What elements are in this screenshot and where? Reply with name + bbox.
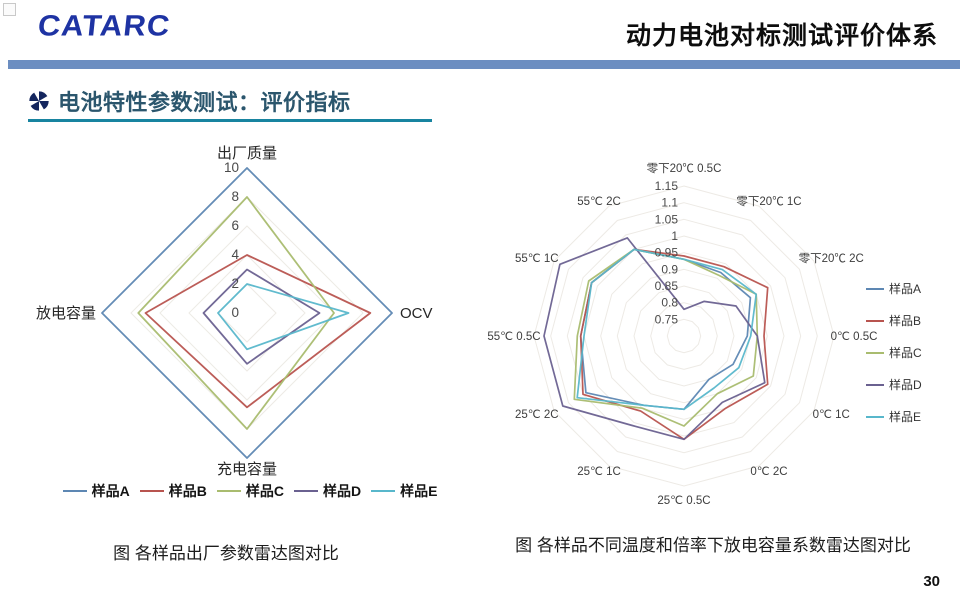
axis-label: 放电容量 [36, 305, 96, 322]
axis-label: 25℃ 2C [515, 409, 559, 421]
axis-label: 0℃ 1C [813, 409, 850, 421]
page-number: 30 [923, 573, 940, 590]
legend-item: 样品E [371, 481, 437, 501]
legend-swatch [216, 490, 241, 492]
series-line-样品C [137, 196, 335, 430]
tick-label: 0.75 [655, 312, 679, 326]
grid-ring [566, 218, 802, 454]
legend-item: 样品D [866, 376, 922, 393]
grid-ring [130, 196, 364, 430]
axis-label: 25℃ 0.5C [657, 495, 710, 507]
legend-swatch [139, 490, 164, 492]
tick-label: 0.8 [661, 296, 678, 310]
legend-swatch [866, 287, 884, 290]
legend-swatch [62, 490, 87, 492]
legend-label: 样品A [889, 282, 922, 296]
tick-label: 1.15 [655, 179, 679, 193]
axis-label: 出厂质量 [217, 145, 277, 162]
axis-label: 充电容量 [217, 461, 277, 478]
catarc-logo: CATARC [36, 8, 173, 43]
section-title: 电池特性参数测试：评价指标 [58, 90, 351, 115]
axis-label: 25℃ 1C [577, 466, 621, 478]
grid-ring [533, 185, 835, 487]
grid-ring [633, 285, 735, 387]
series-line-样品A [101, 167, 393, 459]
right-chart-caption: 图 各样品不同温度和倍率下放电容量系数雷达图对比 [515, 536, 911, 555]
legend-label: 样品C [889, 346, 922, 360]
axis-label: OCV [400, 305, 433, 322]
axis-label: 55℃ 0.5C [487, 331, 540, 343]
axis-label: 零下20℃ 1C [736, 195, 801, 208]
tick-label: 1.1 [661, 196, 678, 210]
axis-label: 零下20℃ 2C [799, 252, 864, 265]
tick-label: 1.05 [655, 212, 679, 226]
tick-label: 0.85 [655, 279, 679, 293]
grid-ring [650, 302, 718, 370]
slide-title: 动力电池对标测试评价体系 [625, 22, 938, 50]
grid-ring [159, 225, 335, 401]
grid-ring [666, 318, 702, 354]
tick-label: 2 [231, 276, 239, 291]
tick-label: 4 [231, 247, 239, 262]
tick-label: 8 [231, 189, 239, 204]
tick-label: 0.9 [661, 262, 678, 276]
legend-item: 样品B [866, 312, 922, 329]
series-line-样品E [576, 248, 758, 411]
legend-swatch [866, 415, 884, 418]
axis-label: 0℃ 2C [750, 466, 787, 478]
axis-label: 零下20℃ 0.5C [647, 162, 722, 175]
section-underline [28, 119, 432, 122]
section-heading: 电池特性参数测试：评价指标 [28, 85, 351, 117]
series-line-样品E [217, 283, 350, 351]
legend-swatch [866, 383, 884, 386]
radar-chart-capacity-coefficient: 0.75 0.8 0.85 0.9 0.95 1 1.05 1.1 1.15 零下20℃ 0.5C… [487, 162, 878, 507]
grid-ring [217, 283, 277, 343]
grid-ring [188, 254, 306, 372]
legend-swatch [371, 490, 396, 492]
grid-ring [583, 235, 785, 437]
legend-item: 样品C [866, 344, 922, 361]
series-line-样品B [144, 254, 372, 409]
legend-label: 样品B [889, 314, 922, 328]
grid-ring [550, 202, 818, 470]
legend-swatch [866, 351, 884, 354]
corner-artifact [3, 3, 16, 16]
axis-label: 0℃ 0.5C [831, 331, 878, 343]
legend-item: 样品A [866, 280, 922, 297]
legend-swatch [293, 490, 318, 492]
tick-label: 0.95 [655, 246, 679, 260]
tick-label: 10 [224, 160, 239, 175]
legend-item: 样品C [216, 481, 284, 501]
legend-label: 样品E [400, 483, 438, 499]
series-line-样品D [543, 237, 766, 441]
accent-bar [8, 60, 960, 69]
legend-label: 样品D [322, 483, 362, 499]
right-chart-legend: 样品A 样品B 样品C 样品D 样品E [866, 280, 922, 425]
legend-item: 样品E [866, 408, 922, 425]
left-chart-caption: 图 各样品出厂参数雷达图对比 [113, 544, 339, 563]
axis-label: 55℃ 2C [577, 196, 621, 208]
pinwheel-icon [29, 91, 49, 111]
legend-label: 样品B [168, 483, 207, 499]
tick-label: 0 [231, 305, 239, 320]
legend-swatch [866, 319, 884, 322]
tick-label: 1 [671, 229, 678, 243]
legend-label: 样品A [91, 483, 130, 499]
left-chart-legend: 样品A 样品B 样品C 样品D 样品E [25, 481, 475, 501]
legend-item: 样品D [293, 481, 362, 501]
grid-ring [600, 252, 768, 420]
legend-item: 样品A [62, 481, 130, 501]
legend-label: 样品C [245, 483, 284, 499]
legend-label: 样品E [889, 410, 922, 424]
legend-item: 样品B [139, 481, 207, 501]
tick-label: 6 [231, 218, 239, 233]
legend-label: 样品D [889, 378, 922, 392]
grid-ring [616, 268, 752, 404]
axis-label: 55℃ 1C [515, 253, 559, 265]
